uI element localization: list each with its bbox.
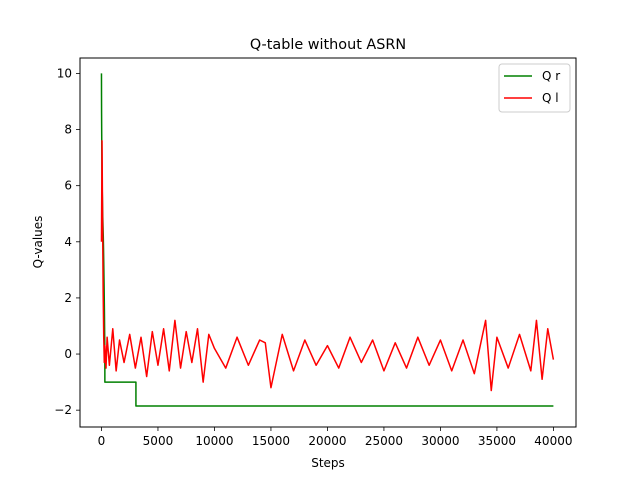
x-tick-label: 0 [98,434,106,448]
y-tick-label: 10 [57,66,72,80]
x-tick-label: 10000 [195,434,233,448]
legend-label-q-r: Q r [542,69,560,83]
x-tick-label: 40000 [534,434,572,448]
x-tick-label: 25000 [365,434,403,448]
chart-title: Q-table without ASRN [250,37,406,53]
x-tick-label: 5000 [143,434,174,448]
legend-label-q-l: Q l [542,91,559,105]
y-tick-label: 2 [64,291,72,305]
x-tick-label: 20000 [308,434,346,448]
y-tick-label: 8 [64,123,72,137]
y-tick-label: 6 [64,179,72,193]
y-tick-label: 0 [64,347,72,361]
plot-frame [79,57,577,428]
x-axis-label: Steps [311,456,345,470]
x-tick-label: 15000 [252,434,290,448]
x-tick-label: 30000 [421,434,459,448]
x-tick-label: 35000 [478,434,516,448]
legend: Q r Q l [498,63,571,113]
y-axis-label: Q-values [31,216,45,269]
y-tick-label: 4 [64,235,72,249]
series-line-q-l [100,140,555,392]
y-tick-label: −2 [54,403,72,417]
